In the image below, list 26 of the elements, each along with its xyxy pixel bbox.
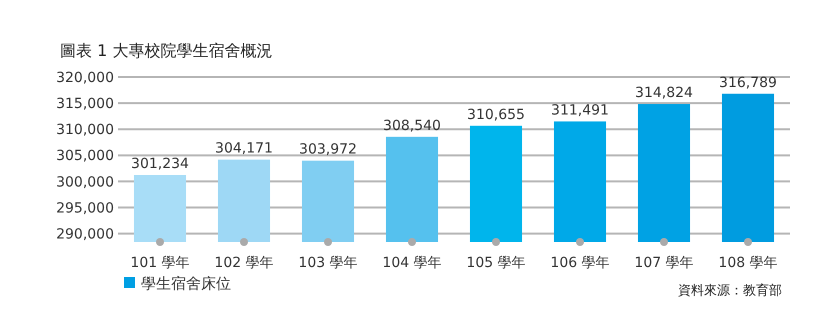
data-label: 311,491 <box>551 102 609 118</box>
x-tick-label: 108 學年 <box>718 255 778 271</box>
y-tick-label: 320,000 <box>56 70 114 86</box>
legend-label: 學生宿舍床位 <box>141 274 231 292</box>
x-tick-label: 102 學年 <box>214 255 274 271</box>
x-tick-label: 103 學年 <box>298 255 358 271</box>
x-tick-label: 104 學年 <box>382 255 442 271</box>
x-tick-label: 105 學年 <box>466 255 526 271</box>
y-tick-label: 305,000 <box>56 148 114 164</box>
data-label: 316,789 <box>719 74 777 91</box>
data-label: 301,234 <box>131 156 190 172</box>
data-label: 314,824 <box>635 85 694 102</box>
data-label: 303,972 <box>299 142 357 158</box>
x-tick-label: 106 學年 <box>550 255 610 271</box>
y-tick-label: 300,000 <box>56 174 114 190</box>
chart-title: 圖表 1 大專校院學生宿舍概況 <box>60 41 272 60</box>
x-tick-label: 101 學年 <box>130 255 190 271</box>
y-tick-label: 295,000 <box>56 200 114 216</box>
y-tick-label: 290,000 <box>56 226 114 243</box>
data-label: 308,540 <box>383 118 441 134</box>
x-tick-label: 107 學年 <box>634 255 694 271</box>
y-tick-label: 315,000 <box>56 96 114 112</box>
data-label: 310,655 <box>467 106 525 123</box>
y-tick-label: 310,000 <box>56 122 114 138</box>
source-note: 資料來源：教育部 <box>678 282 782 299</box>
data-label: 304,171 <box>215 140 273 157</box>
